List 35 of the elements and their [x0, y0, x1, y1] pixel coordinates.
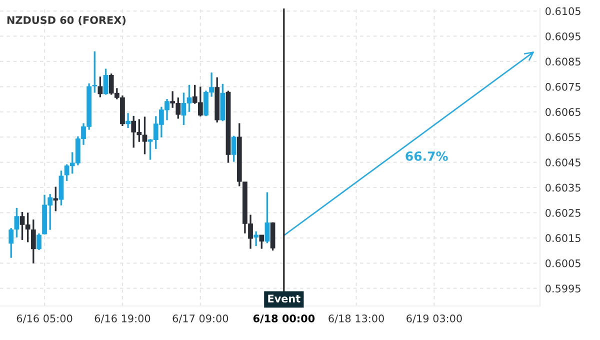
candlestick: [30, 218, 36, 264]
x-tick-label: 6/18 13:00: [328, 314, 384, 324]
y-tick-label: 0.6085: [546, 58, 580, 66]
candlestick: [92, 50, 98, 94]
x-tick-label: 6/16 19:00: [94, 314, 150, 324]
y-tick-label: 0.6065: [546, 108, 580, 116]
y-tick-label: 0.6055: [546, 133, 580, 142]
y-tick-label: 0.6005: [546, 259, 580, 268]
candlestick: [254, 230, 259, 247]
y-tick-label: 0.5995: [546, 284, 580, 292]
x-tick-label: 6/18 00:00: [253, 314, 315, 324]
y-tick-label: 0.6075: [546, 82, 580, 91]
x-tick-label: 6/16 05:00: [16, 314, 72, 324]
candlestick: [126, 112, 130, 129]
candlestick: [259, 234, 264, 250]
y-tick-label: 0.6105: [546, 7, 580, 16]
ref-line-label: Event: [268, 294, 300, 302]
y-tick-label: 0.6025: [546, 208, 580, 217]
candlestick: [36, 232, 42, 251]
candlestick: [58, 170, 64, 206]
candlestick: [264, 191, 270, 244]
annotation: 66.7%: [406, 151, 448, 161]
y-tick-label: 0.6015: [546, 234, 580, 242]
candlestick: [98, 76, 103, 98]
candlestick: [53, 186, 58, 212]
y-tick-label: 0.6045: [546, 158, 580, 166]
y-tick-label: 0.6095: [546, 32, 580, 40]
candlestick: [103, 68, 108, 96]
y-tick-label: 0.6035: [546, 184, 580, 192]
candlestick: [14, 207, 20, 238]
x-tick-label: 6/19 03:00: [406, 314, 462, 324]
x-tick-label: 6/17 09:00: [172, 314, 228, 324]
text: NZDUSD 60 (FOREX): [7, 16, 126, 26]
candlestick: [8, 227, 14, 259]
candlestick: [231, 134, 236, 163]
